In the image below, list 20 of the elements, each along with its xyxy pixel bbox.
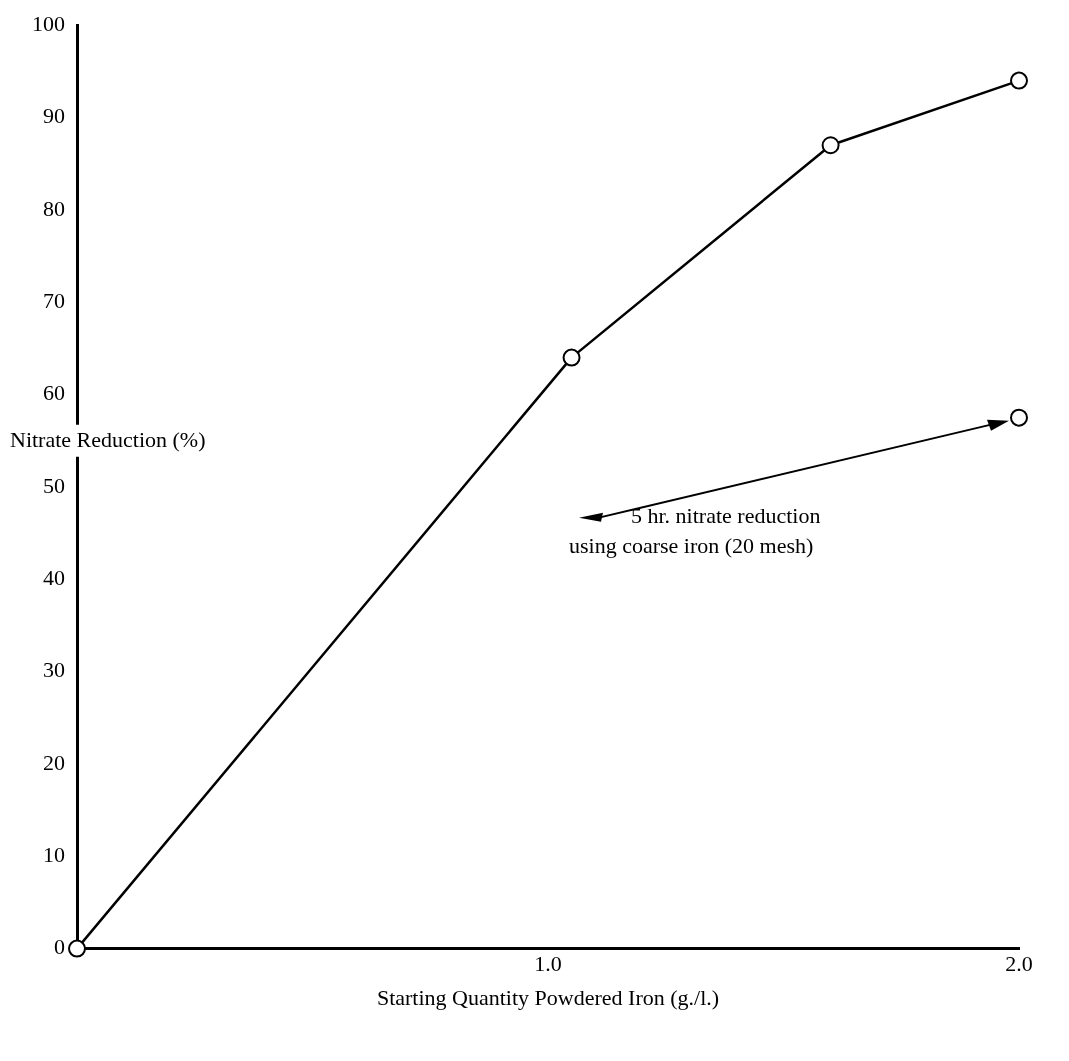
y-tick-label: 40 [43, 565, 65, 591]
point [1010, 71, 1028, 90]
point [68, 939, 86, 958]
x-axis-title: Starting Quantity Powdered Iron (g./l.) [376, 985, 720, 1011]
y-axis-title: Nitrate Reduction (%) [10, 426, 206, 452]
y-tick-label: 50 [43, 472, 65, 498]
point [1010, 408, 1028, 427]
y-tick-label: 20 [43, 749, 65, 775]
x-tick-label: 2.0 [1005, 950, 1033, 976]
y-tick-label: 80 [43, 195, 65, 221]
y-tick-label: 90 [43, 103, 65, 129]
y-tick-label: 60 [43, 380, 65, 406]
y-tick-label: 0 [54, 934, 65, 960]
point [821, 136, 840, 155]
y-tick-label: 10 [43, 842, 65, 868]
y-tick-label: 30 [43, 657, 65, 683]
y-tick-label: 100 [32, 10, 65, 36]
x-tick-label: 1.0 [534, 950, 562, 976]
y-tick-label: 70 [43, 288, 65, 313]
point [562, 348, 581, 367]
